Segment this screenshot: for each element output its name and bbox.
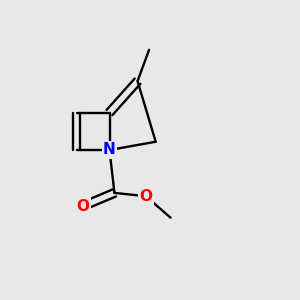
Text: O: O [139,189,152,204]
Text: O: O [76,199,90,214]
Text: N: N [103,142,116,158]
